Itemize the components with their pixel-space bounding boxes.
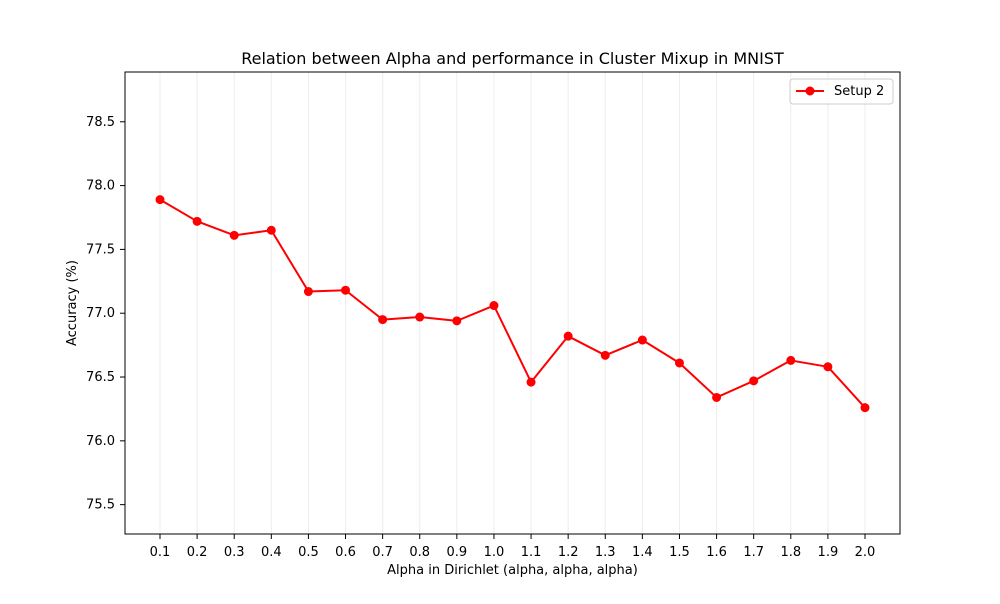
x-tick-label: 0.1 bbox=[150, 545, 171, 560]
data-point bbox=[526, 377, 536, 387]
data-point bbox=[749, 376, 759, 386]
y-axis-label: Accuracy (%) bbox=[65, 260, 80, 346]
data-point bbox=[600, 350, 610, 360]
x-tick-label: 0.4 bbox=[261, 545, 282, 560]
x-tick-label: 1.0 bbox=[484, 545, 505, 560]
x-tick-label: 0.3 bbox=[224, 545, 245, 560]
y-tick-label: 76.0 bbox=[86, 434, 115, 449]
y-axis-ticks: 75.5 76.0 76.5 77.0 77.5 78.0 78.5 bbox=[86, 115, 125, 513]
grid-lines bbox=[159, 72, 866, 534]
x-tick-label: 0.2 bbox=[187, 545, 208, 560]
data-point bbox=[563, 331, 573, 341]
data-point bbox=[674, 358, 684, 368]
x-axis-ticks: 0.1 0.2 0.3 0.4 0.5 0.6 0.7 0.8 0.9 1.0 1.1 1.2 1.3 1… bbox=[150, 534, 876, 560]
x-tick-label: 1.9 bbox=[818, 545, 839, 560]
x-tick-label: 0.6 bbox=[335, 545, 356, 560]
x-axis-label: Alpha in Dirichlet (alpha, alpha, alpha) bbox=[387, 563, 638, 578]
data-point bbox=[637, 335, 647, 345]
data-point bbox=[341, 285, 351, 295]
y-tick-label: 75.5 bbox=[86, 498, 115, 513]
x-tick-label: 1.2 bbox=[558, 545, 579, 560]
y-tick-label: 77.5 bbox=[86, 242, 115, 257]
x-tick-label: 1.1 bbox=[521, 545, 542, 560]
data-point bbox=[229, 230, 239, 240]
x-tick-label: 2.0 bbox=[855, 545, 876, 560]
x-tick-label: 1.7 bbox=[743, 545, 764, 560]
x-tick-label: 0.8 bbox=[409, 545, 430, 560]
chart-title: Relation between Alpha and performance i… bbox=[241, 49, 784, 68]
y-tick-label: 76.5 bbox=[86, 370, 115, 385]
x-tick-label: 1.6 bbox=[706, 545, 727, 560]
legend-point-marker bbox=[805, 86, 815, 96]
plot-frame bbox=[124, 71, 901, 535]
data-point bbox=[155, 195, 165, 205]
x-tick-label: 1.4 bbox=[632, 545, 653, 560]
data-point bbox=[378, 315, 388, 325]
x-tick-label: 0.7 bbox=[372, 545, 393, 560]
data-point bbox=[489, 301, 499, 311]
series-line-setup-2 bbox=[159, 198, 866, 409]
data-point bbox=[860, 403, 870, 413]
x-tick-label: 1.8 bbox=[780, 545, 801, 560]
data-point bbox=[192, 216, 202, 226]
y-tick-label: 77.0 bbox=[86, 306, 115, 321]
x-tick-label: 0.9 bbox=[446, 545, 467, 560]
data-point bbox=[786, 355, 796, 365]
data-point bbox=[823, 362, 833, 372]
legend-item-setup-2: Setup 2 bbox=[834, 84, 884, 99]
data-point bbox=[303, 287, 313, 297]
legend-box bbox=[789, 78, 894, 105]
legend: Setup 2 bbox=[789, 78, 894, 105]
y-tick-label: 78.0 bbox=[86, 179, 115, 194]
x-tick-label: 0.5 bbox=[298, 545, 319, 560]
data-point bbox=[712, 392, 722, 402]
data-point bbox=[415, 312, 425, 322]
data-point bbox=[452, 316, 462, 326]
x-tick-label: 1.5 bbox=[669, 545, 690, 560]
x-tick-label: 1.3 bbox=[595, 545, 616, 560]
series-layer bbox=[155, 195, 870, 413]
y-tick-label: 78.5 bbox=[86, 115, 115, 130]
data-point bbox=[266, 225, 276, 235]
